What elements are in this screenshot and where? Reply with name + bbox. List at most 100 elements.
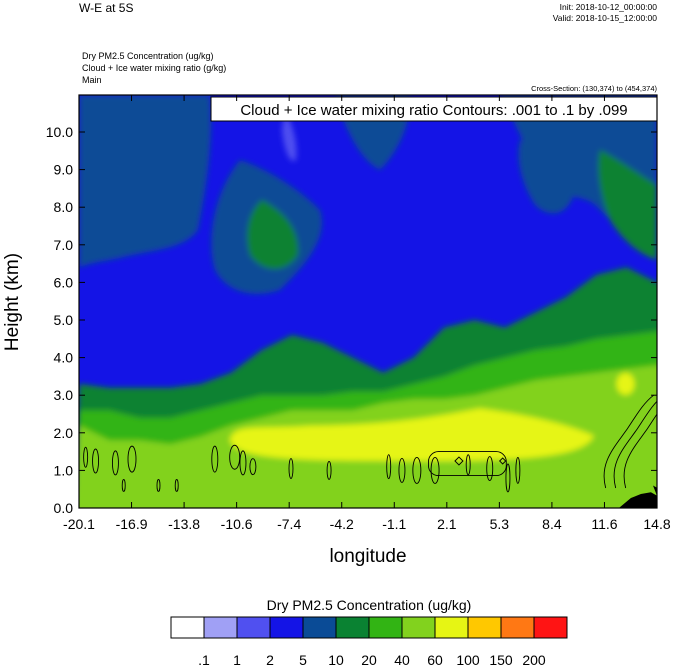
x-tick-label: -10.6 xyxy=(221,516,253,532)
cloud-contour xyxy=(454,456,507,466)
cloud-contour xyxy=(465,454,471,476)
y-tick-label: 8.0 xyxy=(54,199,74,215)
y-tick-label: 9.0 xyxy=(54,162,74,178)
valid-time: Valid: 2018-10-15_12:00:00 xyxy=(553,13,658,23)
x-tick-label: 8.4 xyxy=(542,516,562,532)
pm25-region-10-right-inner xyxy=(518,140,575,214)
y-tick-label: 5.0 xyxy=(54,312,74,328)
x-axis-label: longitude xyxy=(329,546,406,567)
colorbar-label: 10 xyxy=(328,652,344,667)
contour-legend-text: Cloud + Ice water mixing ratio Contours:… xyxy=(240,102,627,119)
colorbar-label: 40 xyxy=(394,652,410,667)
cloud-contour xyxy=(623,413,657,489)
colorbar-swatch xyxy=(335,616,370,639)
pm25-region-2-5 xyxy=(282,110,297,161)
subtitle-line: Main xyxy=(82,75,102,85)
y-tick-label: 4.0 xyxy=(54,350,74,366)
cloud-contour xyxy=(412,456,422,484)
colorbar-swatch xyxy=(368,616,403,639)
colorbar-label: 5 xyxy=(299,652,307,667)
cloud-contour xyxy=(386,454,392,480)
colorbar-swatch xyxy=(500,616,535,639)
cloud-contour xyxy=(92,448,100,474)
upper-level-structure xyxy=(79,95,657,294)
cloud-contour xyxy=(515,456,521,484)
init-time: Init: 2018-10-12_00:00:00 xyxy=(560,2,658,12)
cloud-contour xyxy=(249,458,257,476)
pm25-region-10-20-right xyxy=(598,150,657,260)
figure-title: W-E at 5S xyxy=(79,1,133,15)
cloud-ice-contours xyxy=(83,394,657,493)
cross-section-label: Cross-Section: (130,374) to (454,374) xyxy=(531,84,657,93)
cloud-contour xyxy=(430,456,440,484)
cloud-contour xyxy=(83,446,89,468)
colorbar-label: 2 xyxy=(266,652,274,667)
y-axis-label: Height (km) xyxy=(2,253,23,351)
colorbar-label: 60 xyxy=(427,652,443,667)
y-tick-label: 6.0 xyxy=(54,274,74,290)
colorbar-swatch xyxy=(434,616,469,639)
x-tick-label: -7.4 xyxy=(277,516,301,532)
y-tick-label: 10.0 xyxy=(46,124,73,140)
colorbar-swatch xyxy=(533,616,568,639)
cloud-contour xyxy=(239,450,247,476)
subtitle-line: Cloud + Ice water mixing ratio (g/kg) xyxy=(82,63,226,73)
cloud-contour xyxy=(174,478,179,492)
cloud-contour xyxy=(505,463,511,493)
x-tick-label: 5.3 xyxy=(490,516,510,532)
y-tick-label: 3.0 xyxy=(54,387,74,403)
cloud-contour xyxy=(603,394,654,489)
pm25-region-10-upper-left xyxy=(79,95,212,268)
y-tick-label: 1.0 xyxy=(54,462,74,478)
x-axis: -20.1 -16.9 -13.8 -10.6 -7.4 -4.2 -1.1 2.1 5.3 8.… xyxy=(63,95,671,532)
cloud-contour xyxy=(486,456,494,481)
pm25-layer-60-100 xyxy=(229,408,595,461)
cloud-contour xyxy=(127,445,137,473)
cloud-contour xyxy=(326,460,332,480)
pm25-patch-60-100 xyxy=(616,372,635,395)
x-tick-label: 14.8 xyxy=(643,516,670,532)
contour-legend-box xyxy=(210,96,658,122)
y-tick-label: 0.0 xyxy=(54,500,74,516)
cloud-contour xyxy=(111,450,119,476)
cloud-contour xyxy=(156,478,161,492)
colorbar-label: 100 xyxy=(456,652,480,667)
x-tick-label: -4.2 xyxy=(330,516,354,532)
colorbar-swatch xyxy=(170,616,205,639)
pm25-layers xyxy=(79,267,657,508)
colorbar-swatch xyxy=(203,616,238,639)
x-tick-label: -13.8 xyxy=(168,516,200,532)
colorbar-label: 20 xyxy=(361,652,377,667)
colorbar-title: Dry PM2.5 Concentration (ug/kg) xyxy=(267,597,472,613)
terrain-shape xyxy=(618,485,657,508)
cloud-contour xyxy=(229,444,241,470)
y-axis: 0.0 1.0 2.0 3.0 4.0 5.0 6.0 7.0 8.0 9.0 10.0 xyxy=(46,124,657,516)
colorbar-label: 200 xyxy=(522,652,546,667)
colorbar: .1 1 2 5 10 20 40 60 100 150 200 xyxy=(170,616,568,667)
y-tick-label: 7.0 xyxy=(54,237,74,253)
cloud-contour xyxy=(121,478,126,492)
colorbar-label: .1 xyxy=(198,652,210,667)
y-tick-label: 2.0 xyxy=(54,425,74,441)
colorbar-swatch xyxy=(302,616,337,639)
colorbar-swatch xyxy=(269,616,304,639)
terrain xyxy=(618,485,657,508)
pm25-region-10-20-mid xyxy=(247,200,299,269)
colorbar-swatch xyxy=(467,616,502,639)
colorbar-swatch xyxy=(401,616,436,639)
x-tick-label: -16.9 xyxy=(116,516,148,532)
cloud-contour xyxy=(613,400,657,489)
x-tick-label: 11.6 xyxy=(591,516,617,532)
cloud-contour xyxy=(288,458,294,479)
x-tick-label: -1.1 xyxy=(382,516,406,532)
x-tick-label: 2.1 xyxy=(437,516,457,532)
cloud-contour xyxy=(398,457,406,483)
plot-frame xyxy=(78,94,658,509)
x-tick-label: -20.1 xyxy=(63,516,95,532)
colorbar-label: 150 xyxy=(489,652,513,667)
cloud-contour xyxy=(427,451,507,477)
cloud-contour xyxy=(211,445,219,473)
colorbar-swatch xyxy=(236,616,271,639)
colorbar-label: 1 xyxy=(233,652,241,667)
